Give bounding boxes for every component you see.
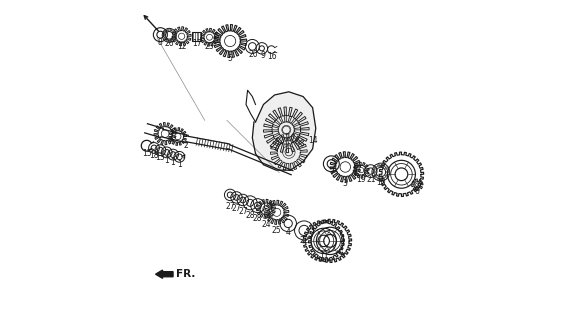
Text: 7: 7 xyxy=(329,168,334,177)
Bar xyxy=(192,32,201,41)
Polygon shape xyxy=(155,270,173,278)
Text: 14: 14 xyxy=(308,136,318,145)
Text: FR.: FR. xyxy=(176,268,196,279)
Text: 6: 6 xyxy=(415,187,420,196)
Text: 23: 23 xyxy=(205,42,214,51)
Text: 27: 27 xyxy=(238,207,248,216)
Text: 22: 22 xyxy=(300,236,309,245)
Text: 28: 28 xyxy=(253,214,262,223)
Text: 19: 19 xyxy=(356,174,366,184)
Text: 1: 1 xyxy=(164,156,169,164)
Text: 1: 1 xyxy=(171,158,175,167)
Text: 27: 27 xyxy=(232,204,241,213)
Text: 17: 17 xyxy=(192,39,201,48)
Text: 20: 20 xyxy=(248,50,258,59)
Text: 24: 24 xyxy=(261,220,271,228)
Text: 13: 13 xyxy=(155,153,165,162)
Polygon shape xyxy=(252,92,316,170)
Text: 18: 18 xyxy=(150,151,159,160)
Text: 21: 21 xyxy=(367,174,376,184)
Text: 3: 3 xyxy=(343,179,347,188)
Text: 9: 9 xyxy=(260,52,265,60)
Text: 1: 1 xyxy=(177,160,182,169)
Text: 27: 27 xyxy=(225,202,235,211)
Text: 12: 12 xyxy=(177,42,186,51)
Text: 25: 25 xyxy=(272,226,281,235)
Text: 11: 11 xyxy=(319,251,328,260)
Text: 10: 10 xyxy=(377,178,386,187)
Text: 2: 2 xyxy=(183,141,188,150)
Text: 5: 5 xyxy=(228,54,232,63)
Text: 8: 8 xyxy=(157,38,162,47)
Text: 15: 15 xyxy=(142,149,151,158)
Text: 26: 26 xyxy=(165,39,174,48)
Text: 28: 28 xyxy=(245,211,255,220)
Text: 16: 16 xyxy=(267,52,277,61)
Text: 4: 4 xyxy=(286,228,291,237)
